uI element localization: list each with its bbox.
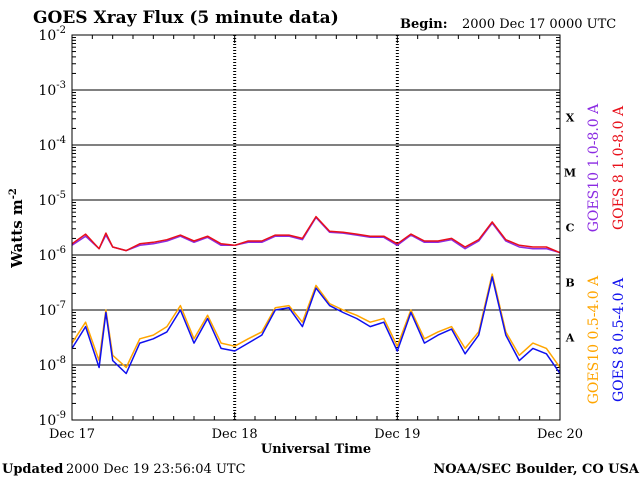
y-tick-labels: 10-9 10-8 10-7 10-6 10-5 10-4 10-3 10-2 xyxy=(38,25,80,429)
series-layer xyxy=(71,215,561,375)
y-axis-label: Watts m-2 xyxy=(8,188,26,269)
legend-entry: GOES 8 1.0-8.0 A xyxy=(611,105,627,230)
plot-frame xyxy=(71,34,561,421)
x-tick-label: Dec 19 xyxy=(374,427,420,442)
y-tick-label: 10-8 xyxy=(38,355,66,374)
flare-class-label: X xyxy=(566,112,575,125)
legend-entry: GOES 8 0.5-4.0 A xyxy=(611,277,627,402)
x-tick-label: Dec 18 xyxy=(212,427,258,442)
series-line-3 xyxy=(71,276,561,375)
x-axis-label: Universal Time xyxy=(261,442,371,457)
flare-class-label: A xyxy=(565,332,575,345)
chart-title: GOES Xray Flux (5 minute data) xyxy=(33,8,339,28)
updated-label: Updated xyxy=(2,462,63,477)
begin-value: 2000 Dec 17 0000 UTC xyxy=(462,17,616,32)
begin-label: Begin: xyxy=(400,17,448,32)
flare-class-label: M xyxy=(564,167,576,180)
legend-entry: GOES10 1.0-8.0 A xyxy=(586,103,602,232)
flare-class-label: B xyxy=(565,277,574,290)
y-axis-label-text: Watts m xyxy=(8,199,26,269)
legend-entry: GOES10 0.5-4.0 A xyxy=(586,275,602,404)
y-tick-label: 10-5 xyxy=(38,190,66,209)
x-tick-labels: Dec 17 Dec 18 Dec 19 Dec 20 xyxy=(49,427,583,442)
y-tick-label: 10-9 xyxy=(38,410,66,429)
y-tick-label: 10-7 xyxy=(38,300,66,319)
y-axis-label-exponent: -2 xyxy=(8,188,19,199)
x-tick-label: Dec 20 xyxy=(537,427,583,442)
x-tick-label: Dec 17 xyxy=(49,427,95,442)
flare-class-label: C xyxy=(566,222,575,235)
series-line-2 xyxy=(71,273,561,369)
credit-text: NOAA/SEC Boulder, CO USA xyxy=(433,462,640,477)
y-tick-label: 10-4 xyxy=(38,135,66,154)
day-tick-marks xyxy=(71,35,561,420)
series-legend: GOES10 1.0-8.0 A GOES 8 1.0-8.0 A GOES10 0… xyxy=(586,103,627,404)
series-line-1 xyxy=(71,215,561,254)
y-tick-label: 10-6 xyxy=(38,245,66,264)
series-line-0 xyxy=(71,216,561,254)
updated-value: 2000 Dec 19 23:56:04 UTC xyxy=(66,462,246,477)
y-tick-label: 10-3 xyxy=(38,80,66,99)
flare-class-labels: A B C M X xyxy=(564,112,576,345)
y-tick-label: 10-2 xyxy=(38,25,66,44)
decade-gridlines xyxy=(72,89,560,366)
